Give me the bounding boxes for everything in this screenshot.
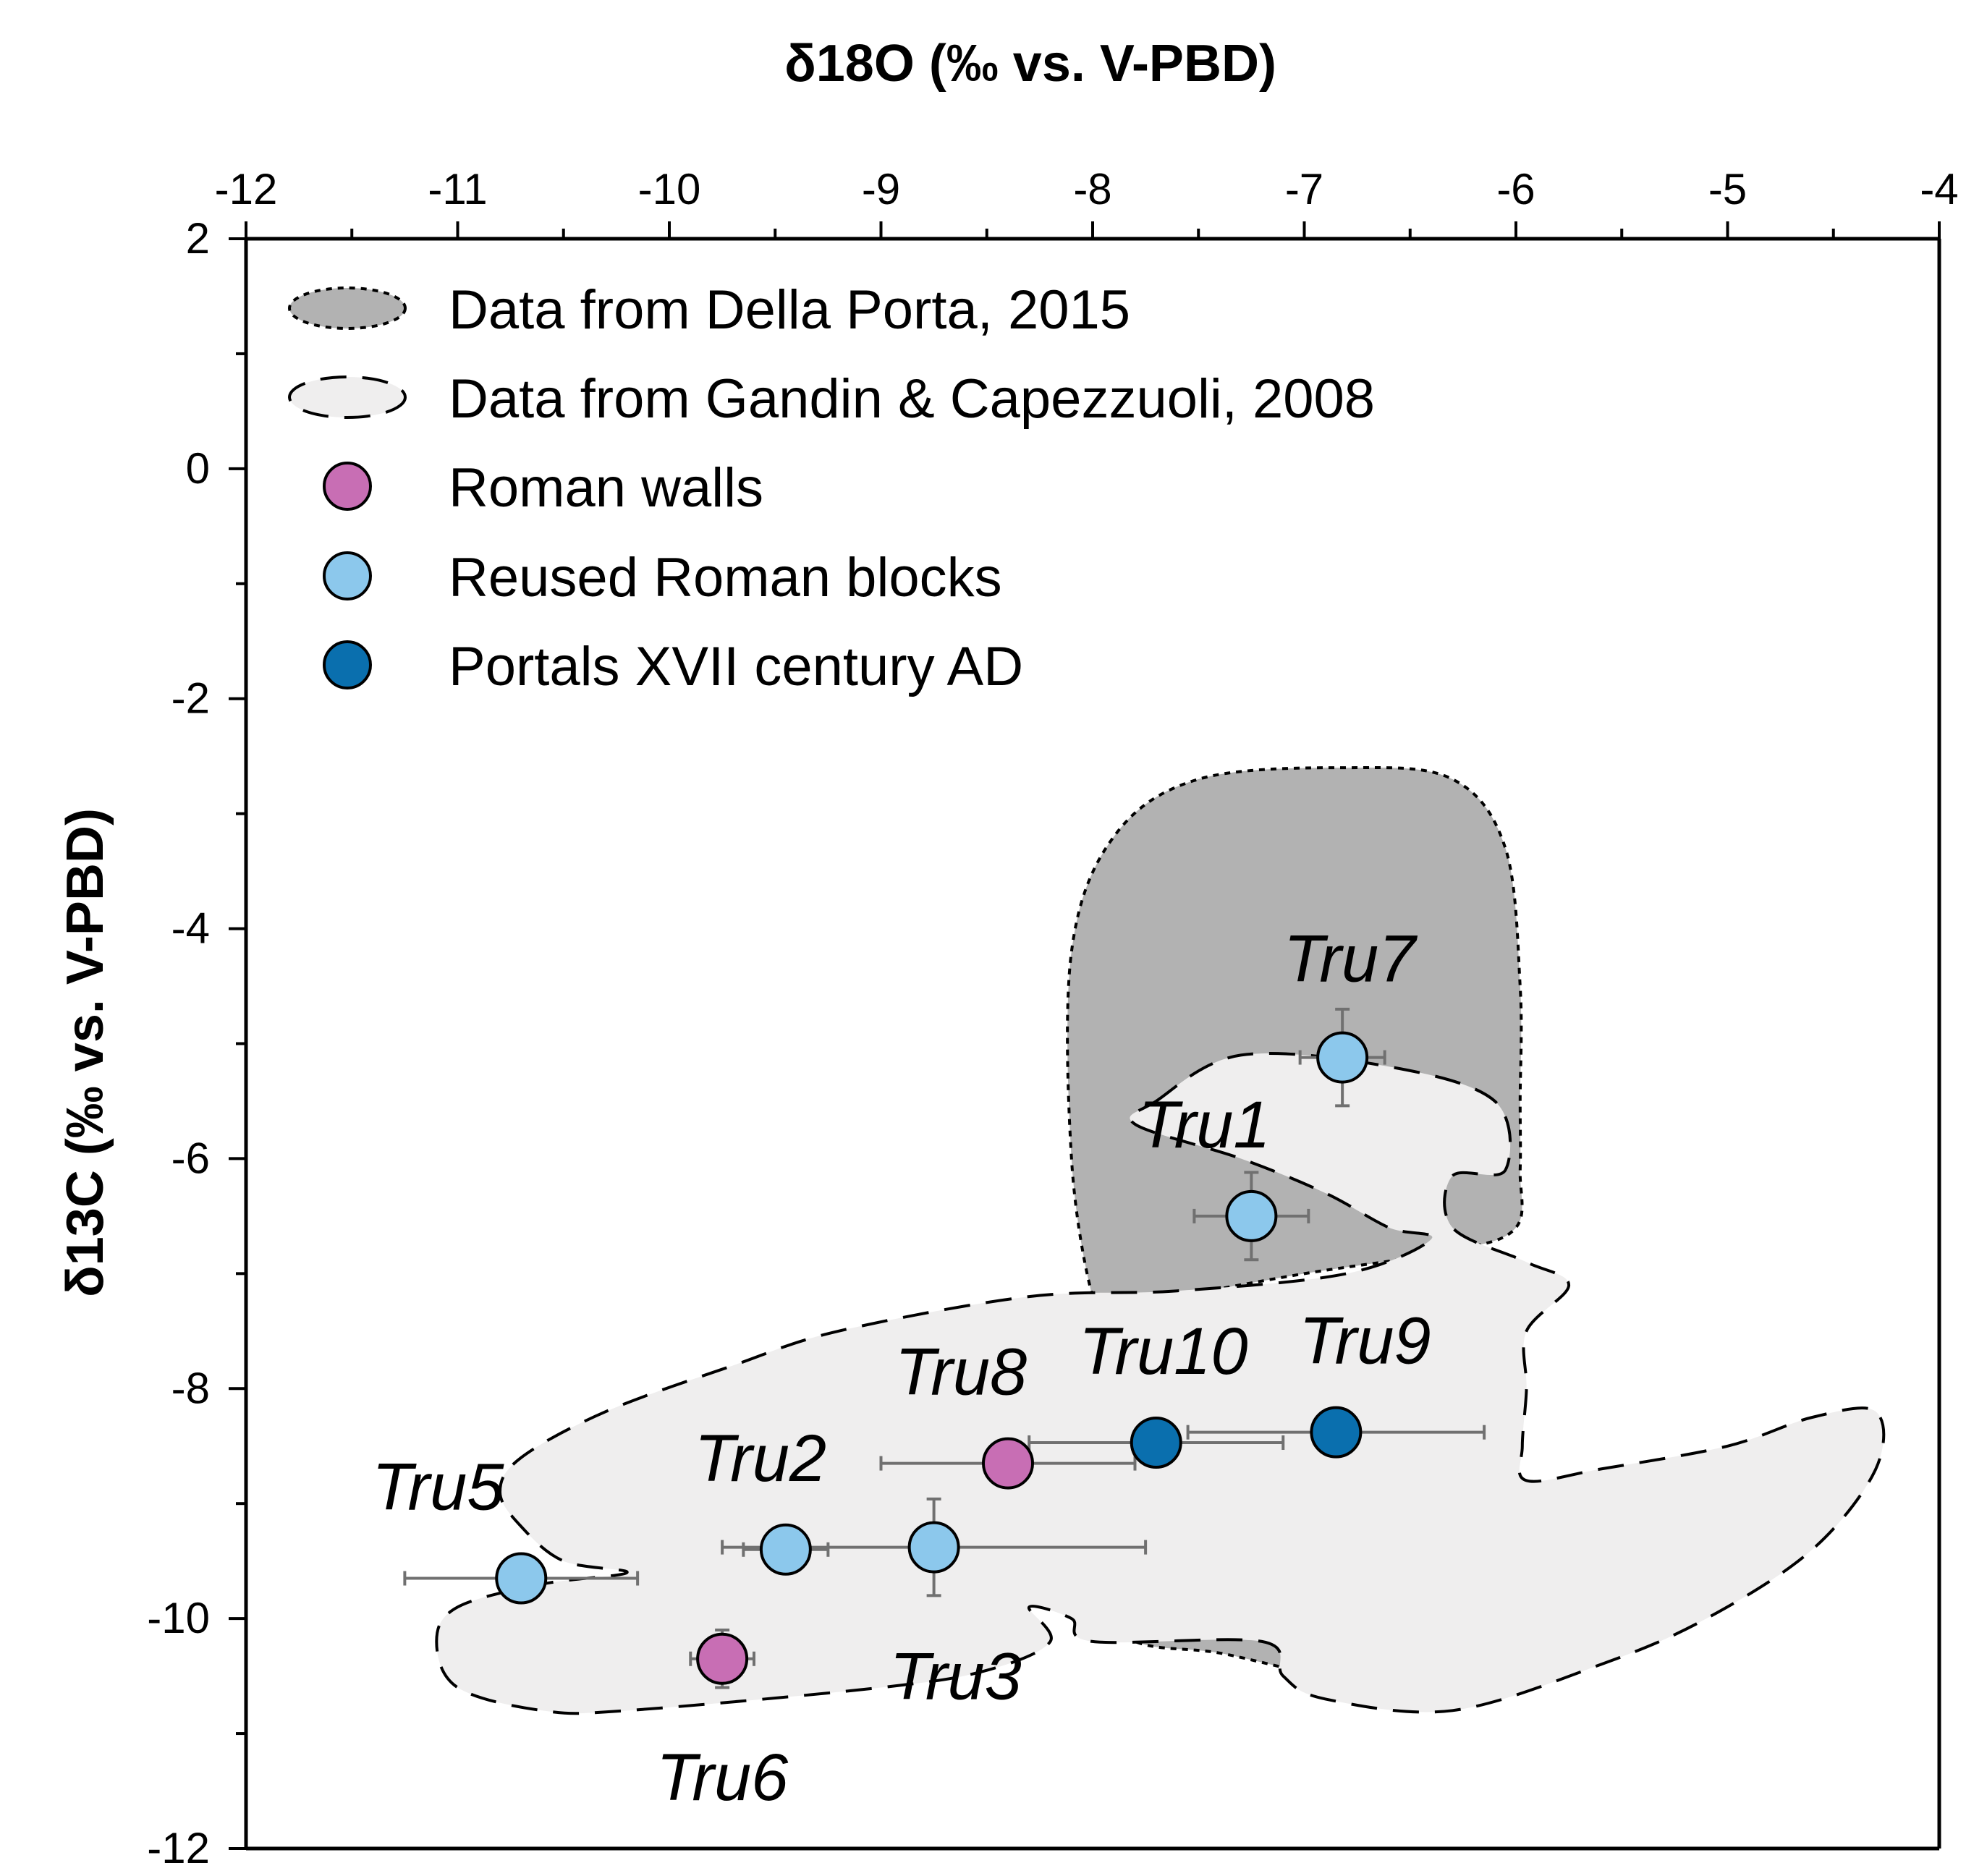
legend-symbol-reused (323, 551, 372, 600)
point-label-tru2: Tru2 (695, 1422, 826, 1495)
legend-label-della-porta: Data from Della Porta, 2015 (449, 279, 1130, 341)
x-tick-label: -6 (1496, 165, 1535, 213)
data-point-tru1 (1225, 1189, 1278, 1242)
legend-symbol-gandin (288, 375, 407, 419)
y-tick-label: 2 (186, 214, 210, 263)
point-label-tru7: Tru7 (1284, 922, 1418, 996)
legend-symbol-portals (323, 640, 372, 689)
point-label-tru3: Tru3 (889, 1640, 1021, 1714)
x-tick-label: -12 (215, 165, 278, 213)
point-label-tru9: Tru9 (1299, 1304, 1431, 1378)
x-tick-label: -7 (1285, 165, 1323, 213)
y-axis-title: δ13C (‰ vs. V-PBD) (56, 808, 114, 1297)
data-point-tru7 (1316, 1031, 1369, 1084)
legend-symbol-roman-walls (323, 462, 372, 511)
point-label-tru6: Tru6 (656, 1741, 789, 1815)
y-tick-label: -8 (171, 1364, 210, 1412)
legend-label-portals: Portals XVII century AD (449, 636, 1023, 697)
point-label-tru10: Tru10 (1079, 1315, 1248, 1388)
data-point-tru3 (907, 1521, 960, 1574)
x-tick-label: -10 (638, 165, 701, 213)
data-point-tru5 (495, 1552, 548, 1605)
point-label-tru1: Tru1 (1138, 1088, 1270, 1162)
data-point-tru8 (982, 1437, 1034, 1490)
x-tick-label: -8 (1073, 165, 1111, 213)
point-label-tru8: Tru8 (895, 1336, 1027, 1409)
y-tick-label: -12 (147, 1824, 210, 1872)
x-axis-title: δ18O (‰ vs. V-PBD) (784, 35, 1276, 93)
point-label-tru5: Tru5 (372, 1451, 504, 1524)
data-point-tru9 (1310, 1406, 1363, 1459)
y-tick-label: -6 (171, 1134, 210, 1182)
legend-label-gandin: Data from Gandin & Capezzuoli, 2008 (449, 368, 1375, 430)
x-tick-label: -5 (1708, 165, 1747, 213)
data-point-tru6 (696, 1632, 749, 1685)
y-tick-label: -10 (147, 1594, 210, 1642)
x-tick-label: -9 (862, 165, 900, 213)
legend-symbol-della-porta (288, 287, 407, 330)
legend-label-reused: Reused Roman blocks (449, 547, 1002, 608)
x-tick-label: -4 (1920, 165, 1958, 213)
data-point-tru2 (759, 1523, 812, 1576)
y-tick-label: 0 (186, 444, 210, 493)
data-point-tru10 (1130, 1416, 1182, 1469)
y-tick-label: -2 (171, 674, 210, 723)
x-tick-label: -11 (428, 165, 487, 213)
legend-label-roman-walls: Roman walls (449, 457, 763, 519)
y-tick-label: -4 (171, 904, 210, 953)
